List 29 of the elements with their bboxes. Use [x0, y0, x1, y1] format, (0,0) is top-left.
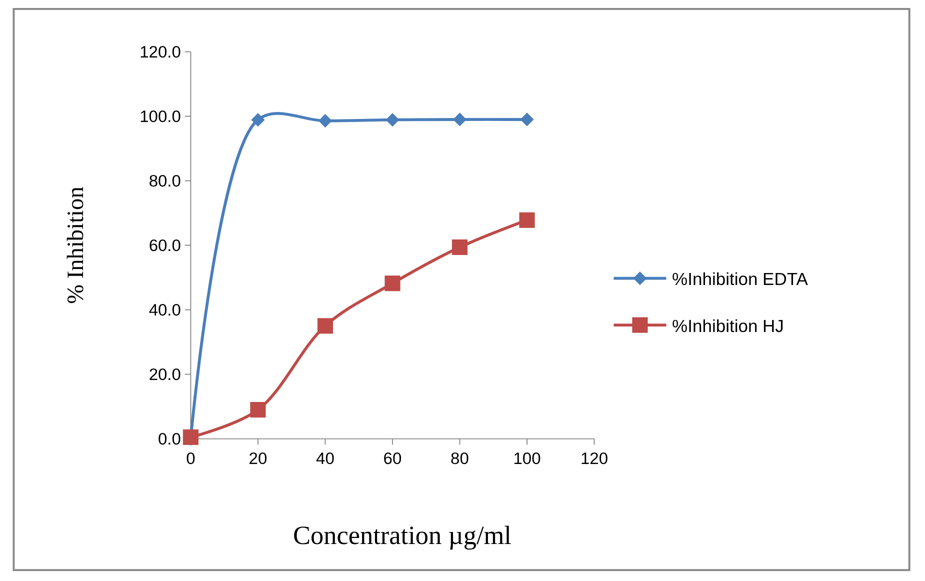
x-tick-label: 40: [316, 449, 334, 468]
x-tick-label: 100: [513, 449, 541, 468]
point: [318, 114, 332, 128]
y-tick-label: 0.0: [158, 430, 181, 449]
point: [520, 112, 534, 126]
legend-label: %Inhibition EDTA: [672, 269, 808, 290]
point: [452, 239, 468, 255]
point: [182, 429, 198, 445]
y-tick-label: 60.0: [148, 236, 181, 256]
x-tick-label: 0: [186, 449, 196, 468]
y-tick-label: 120.0: [140, 42, 181, 62]
point: [384, 276, 400, 292]
legend-label: %Inhibition HJ: [672, 316, 784, 336]
point: [251, 113, 265, 127]
x-axis-title: Concentration µg/ml: [292, 520, 512, 550]
x-tick-label: 80: [450, 449, 469, 468]
y-tick-label: 40.0: [148, 300, 181, 320]
y-tick-label: 20.0: [148, 365, 181, 384]
y-axis-title: % Inhibition: [62, 186, 89, 304]
y-tick-label: 80.0: [148, 172, 181, 191]
y-tick-label: 100.0: [140, 107, 181, 126]
x-tick-label: 20: [248, 449, 268, 468]
point: [386, 113, 400, 127]
point: [452, 112, 467, 126]
point: [317, 318, 333, 334]
point: [519, 212, 535, 228]
x-tick-label: 120: [580, 449, 608, 468]
x-tick-label: 60: [383, 449, 402, 468]
point: [250, 402, 266, 418]
